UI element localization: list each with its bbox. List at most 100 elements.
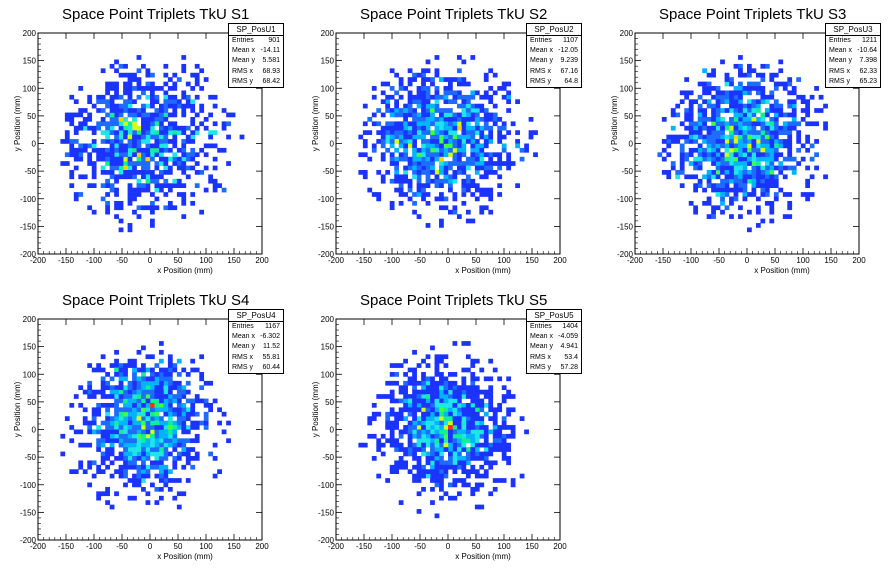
stats-label: Mean x [232, 47, 255, 55]
histogram-bin [123, 121, 128, 127]
histogram-bin [439, 473, 444, 479]
histogram-bin [434, 108, 440, 113]
histogram-bin [167, 433, 173, 439]
histogram-bin [185, 174, 191, 180]
histogram-bin [733, 178, 739, 184]
histogram-bin [132, 376, 137, 382]
histogram-bin [443, 147, 449, 153]
histogram-bin [145, 442, 151, 448]
stats-row: RMS x 53.4 [527, 353, 581, 363]
x-tick-label: -50 [414, 256, 426, 265]
histogram-bin [688, 174, 694, 180]
histogram-bin [394, 447, 400, 452]
histogram-bin [787, 103, 793, 109]
histogram-bin [751, 147, 757, 153]
histogram-bin [78, 112, 84, 118]
histogram-bin [194, 411, 200, 417]
histogram-bin [492, 429, 498, 435]
histogram-bin [448, 438, 453, 444]
histogram-bin [150, 442, 155, 448]
histogram-bin [167, 411, 173, 417]
histogram-bin [398, 174, 404, 180]
histogram-bin [430, 139, 435, 144]
histogram-bin [167, 77, 173, 82]
histogram-bin [729, 196, 734, 202]
histogram-bin [724, 165, 730, 171]
histogram-bin [715, 174, 721, 180]
histogram-bin [136, 86, 142, 91]
histogram-bin [105, 134, 110, 140]
histogram-bin [474, 389, 480, 395]
histogram-bin [715, 94, 721, 100]
histogram-bin [751, 116, 757, 122]
histogram-bin [448, 112, 453, 118]
histogram-bin [416, 130, 422, 135]
histogram-bin [132, 139, 137, 144]
histogram-bin [675, 174, 681, 180]
histogram-bin [127, 380, 133, 386]
histogram-bin [394, 72, 400, 78]
histogram-bin [158, 187, 164, 193]
histogram-bin [109, 460, 115, 466]
histogram-bin [497, 152, 503, 158]
histogram-bin [385, 121, 391, 127]
histogram-bin [78, 402, 84, 408]
histogram-bin [706, 178, 712, 184]
histogram-bin [199, 398, 205, 404]
histogram-bin [194, 125, 200, 131]
histogram-bin [172, 438, 178, 444]
histogram-bin [118, 161, 124, 166]
histogram-bin [456, 103, 462, 109]
histogram-bin [425, 429, 431, 435]
histogram-bin [127, 147, 133, 153]
histogram-bin [163, 420, 169, 426]
histogram-bin [711, 121, 716, 127]
histogram-bin [474, 469, 480, 474]
stats-value: 55.81 [262, 353, 280, 361]
histogram-bin [176, 103, 182, 109]
histogram-bin [167, 147, 173, 153]
histogram-bin [456, 77, 462, 82]
histogram-bin [764, 108, 770, 113]
histogram-bin [497, 429, 503, 435]
histogram-bin [684, 108, 690, 113]
histogram-bin [506, 130, 512, 135]
histogram-bin [533, 152, 538, 158]
stats-value: 5.581 [262, 57, 280, 65]
histogram-bin [706, 125, 712, 131]
histogram-bin [109, 139, 115, 144]
histogram-bin [465, 482, 471, 488]
histogram-bin [380, 134, 386, 140]
histogram-bin [87, 460, 93, 466]
histogram-bin [679, 165, 685, 171]
histogram-bin [150, 416, 155, 421]
histogram-bin [448, 425, 453, 430]
histogram-bin [398, 385, 404, 391]
histogram-bin [87, 394, 93, 399]
histogram-bin [492, 442, 498, 448]
histogram-bin [109, 473, 115, 479]
histogram-bin [474, 156, 480, 162]
histogram-bin [443, 174, 449, 180]
histogram-bin [60, 433, 66, 439]
histogram-bin [488, 170, 494, 175]
histogram-bin [461, 456, 467, 461]
histogram-bin [407, 425, 413, 430]
histogram-bin [465, 112, 471, 118]
histogram-bin [461, 402, 467, 408]
histogram-bin [394, 460, 400, 466]
histogram-bin [194, 77, 200, 82]
histogram-bin [443, 385, 449, 391]
histogram-bin [787, 152, 793, 158]
y-tick-label: 0 [32, 140, 37, 149]
histogram-bin [141, 367, 146, 373]
histogram-bin [190, 200, 196, 206]
histogram-bin [430, 380, 435, 386]
histogram-bin [421, 112, 426, 118]
histogram-bin [100, 170, 106, 175]
histogram-bin [199, 376, 205, 382]
histogram-bin [769, 130, 775, 135]
histogram-bin [729, 174, 734, 180]
histogram-bin [407, 139, 413, 144]
histogram-bin [96, 495, 102, 501]
